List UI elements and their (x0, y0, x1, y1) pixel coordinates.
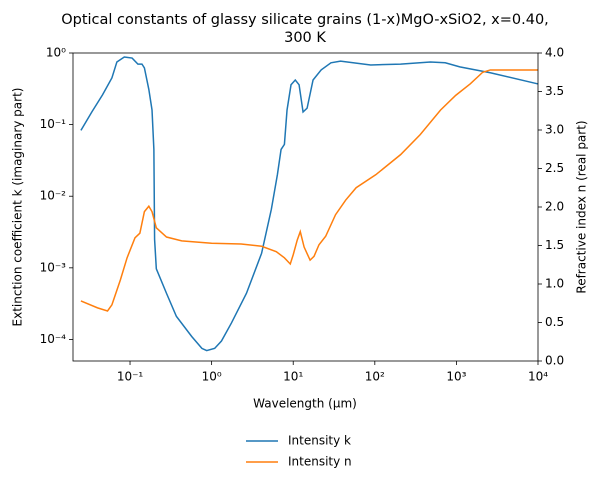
y2-tick-label: 2.0 (545, 200, 564, 214)
y2-tick-label: 0.5 (545, 315, 564, 329)
x-tick-label: 10³ (446, 370, 466, 384)
x-axis-label: Wavelength (μm) (253, 397, 357, 411)
y2-tick-label: 1.0 (545, 277, 564, 291)
x-tick-label: 10⁰ (202, 370, 222, 384)
y2-tick-label: 4.0 (545, 46, 564, 60)
chart-title: Optical constants of glassy silicate gra… (61, 12, 549, 28)
y-tick-label: 10⁻³ (40, 260, 67, 274)
y2-axis-label: Refractive index n (real part) (575, 120, 589, 293)
y2-tick-label: 3.5 (545, 84, 564, 98)
chart-title: 300 K (284, 30, 326, 46)
y-tick-label: 10⁰ (46, 46, 66, 60)
x-tick-label: 10⁴ (528, 370, 548, 384)
y2-tick-label: 2.5 (545, 161, 564, 175)
x-tick-label: 10² (365, 370, 385, 384)
y-tick-label: 10⁻⁴ (40, 332, 67, 346)
y2-tick-label: 0.0 (545, 354, 564, 368)
y-tick-label: 10⁻² (40, 189, 67, 203)
plot-frame (72, 52, 539, 362)
y-tick-label: 10⁻¹ (40, 117, 67, 131)
data-line (80, 69, 538, 312)
legend-label: Intensity n (288, 455, 352, 469)
y2-tick-label: 1.5 (545, 238, 564, 252)
legend-label: Intensity k (288, 434, 351, 448)
x-tick-label: 10¹ (283, 370, 303, 384)
y2-tick-label: 3.0 (545, 123, 564, 137)
data-line (80, 56, 539, 352)
y-axis-label: Extinction coefficient k (imaginary part… (11, 88, 25, 327)
x-tick-label: 10⁻¹ (117, 370, 144, 384)
